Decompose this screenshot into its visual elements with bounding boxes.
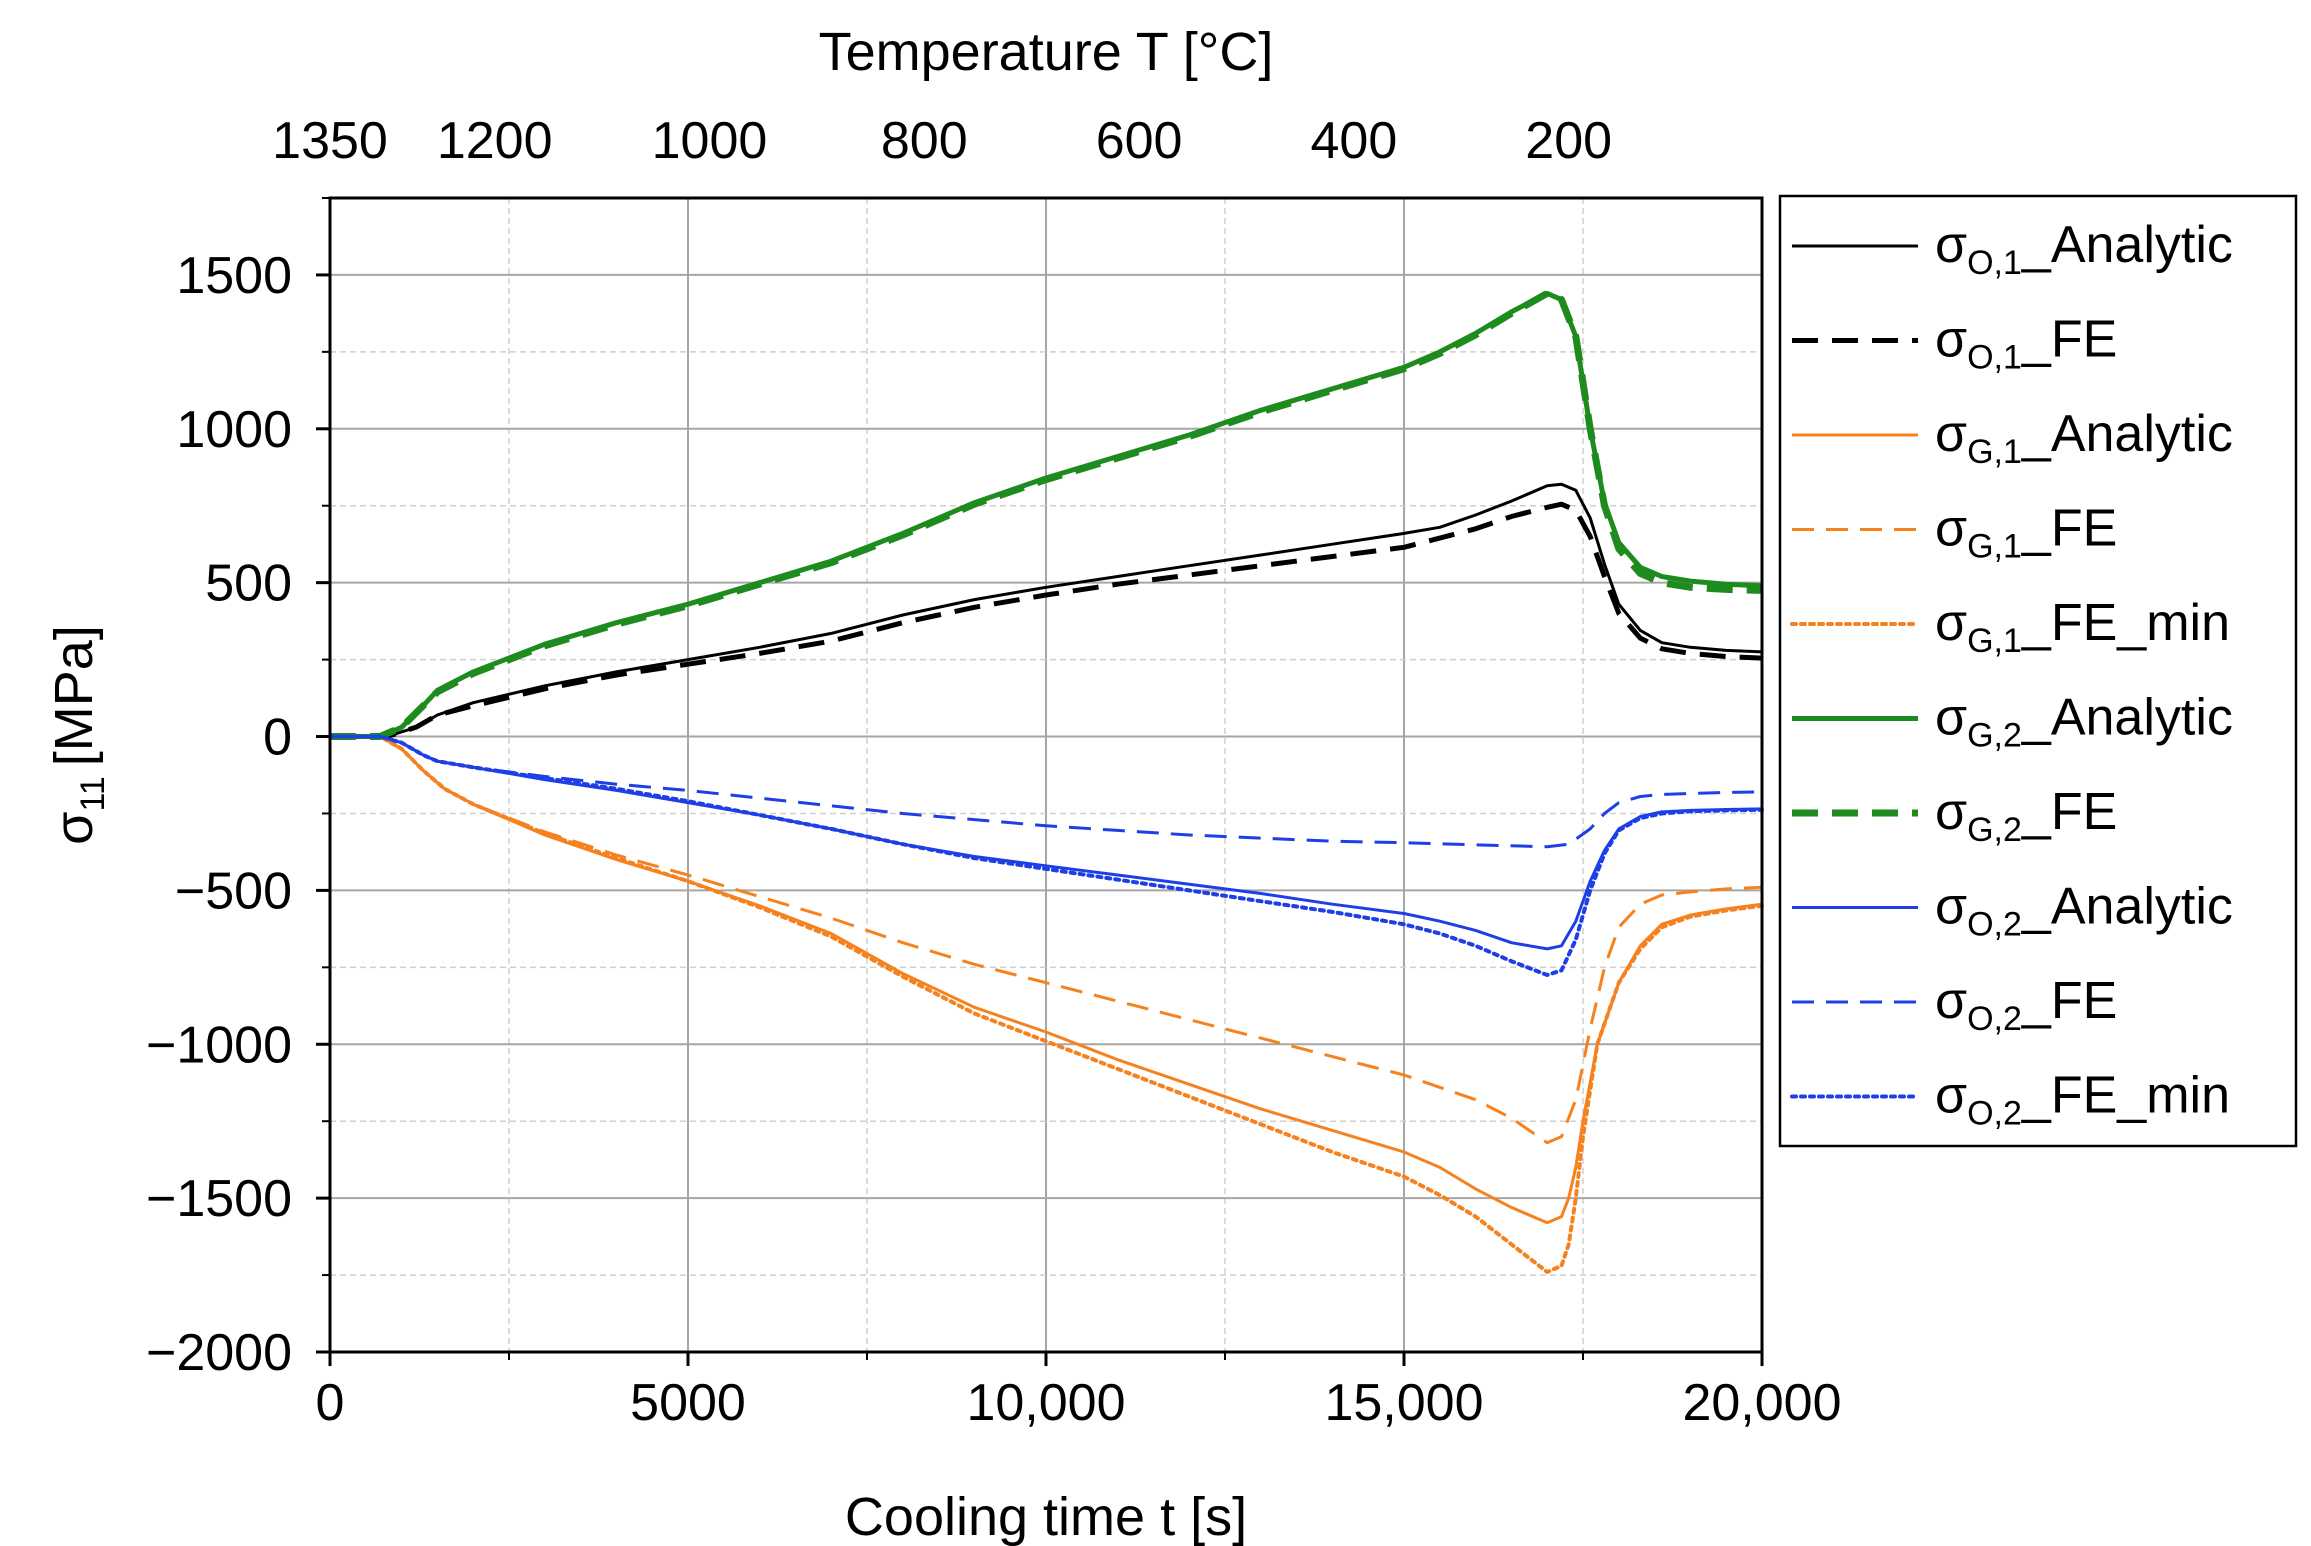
top-axis-title: Temperature T [°C]: [819, 22, 1274, 82]
y-axis-title: σ11 [MPa]: [44, 625, 112, 845]
legend-label-subscript: G,1: [1967, 528, 2022, 566]
series-line-G-1_fe_min: [328, 734, 1764, 1274]
legend-label: σG,1_FE: [1935, 500, 2117, 566]
legend-label-suffix: _FE: [2021, 783, 2117, 841]
y-tick-label: −2000: [146, 1324, 292, 1382]
legend-label: σO,2_Analytic: [1935, 878, 2233, 944]
axis-ticks: 0 5000 10,000 15,000 20,000150010005000−500−…: [146, 112, 1842, 1432]
y-tick-label: 1000: [176, 401, 292, 459]
legend-label-suffix: _Analytic: [2021, 405, 2233, 463]
series-line-O-1_fe: [330, 501, 1763, 739]
legend-label: σO,1_FE: [1935, 311, 2117, 377]
legend-label-symbol: σ: [1935, 500, 1967, 558]
legend-label-symbol: σ: [1935, 689, 1967, 747]
x-tick-label: 5000: [630, 1374, 746, 1432]
legend-label-suffix: _Analytic: [2021, 216, 2233, 274]
x-tick-label: 0: [316, 1374, 345, 1432]
legend-label-subscript: G,1: [1967, 622, 2022, 660]
series-line-O-1_analytic: [330, 482, 1763, 738]
legend-label-subscript: O,1: [1967, 339, 2022, 377]
legend-label-symbol: σ: [1935, 216, 1967, 274]
legend-label-subscript: G,1: [1967, 433, 2022, 471]
legend-label-symbol: σ: [1935, 972, 1967, 1030]
series-line-G-2_fe: [330, 289, 1763, 740]
legend-label-suffix: _FE: [2021, 311, 2117, 369]
legend-label: σO,2_FE_min: [1935, 1067, 2230, 1133]
legend-label-subscript: G,2: [1967, 811, 2022, 849]
top-tick-label: 1000: [652, 112, 768, 170]
legend-label-subscript: O,2: [1967, 1000, 2022, 1038]
series-lines: [328, 289, 1764, 1274]
legend-label-symbol: σ: [1935, 594, 1967, 652]
x-tick-label: 15,000: [1324, 1374, 1483, 1432]
legend-label-suffix: _FE: [2021, 972, 2117, 1030]
x-tick-label: 20,000: [1682, 1374, 1841, 1432]
legend-label-symbol: σ: [1935, 405, 1967, 463]
x-axis-title: Cooling time t [s]: [845, 1487, 1247, 1546]
legend-label-suffix: _FE_min: [2021, 1067, 2230, 1125]
legend-label: σG,2_FE: [1935, 783, 2117, 849]
y-tick-label: −1500: [146, 1170, 292, 1228]
top-tick-label: 600: [1096, 112, 1183, 170]
legend-label-symbol: σ: [1935, 878, 1967, 936]
legend-label-subscript: G,2: [1967, 717, 2022, 755]
legend-label-symbol: σ: [1935, 311, 1967, 369]
top-tick-label: 400: [1310, 112, 1397, 170]
legend-label: σG,1_FE_min: [1935, 594, 2230, 660]
legend-label-suffix: _Analytic: [2021, 878, 2233, 936]
y-axis-title-symbol: σ: [44, 812, 104, 845]
legend-label-suffix: _FE: [2021, 500, 2117, 558]
top-tick-label: 800: [881, 112, 968, 170]
y-tick-label: −500: [175, 862, 292, 920]
top-tick-label: 200: [1525, 112, 1612, 170]
legend-label-suffix: _Analytic: [2021, 689, 2233, 747]
series-line-O-2_fe_min: [328, 734, 1764, 977]
legend-label-subscript: O,2: [1967, 1095, 2022, 1133]
top-tick-label: 1350: [272, 112, 388, 170]
y-tick-label: 0: [263, 709, 292, 767]
legend-label-symbol: σ: [1935, 1067, 1967, 1125]
legend-label-symbol: σ: [1935, 783, 1967, 841]
legend-label: σO,2_FE: [1935, 972, 2117, 1038]
grid-lines: [329, 197, 1763, 1353]
legend-frame: [1778, 194, 2298, 1148]
legend-label: σG,2_Analytic: [1935, 689, 2233, 755]
legend: σO,1_AnalyticσO,1_FEσG,1_AnalyticσG,1_FE…: [1778, 194, 2298, 1148]
y-axis-title-subscript: 11: [74, 776, 112, 811]
legend-label: σG,1_Analytic: [1935, 405, 2233, 471]
y-tick-label: 1500: [176, 247, 292, 305]
series-line-G-2_analytic: [330, 290, 1763, 739]
legend-label-subscript: O,1: [1967, 244, 2022, 282]
y-axis-title-unit: [MPa]: [44, 625, 104, 766]
y-tick-label: −1000: [146, 1016, 292, 1074]
legend-label: σO,1_Analytic: [1935, 216, 2233, 282]
y-tick-label: 500: [205, 555, 292, 613]
top-tick-label: 1200: [437, 112, 553, 170]
x-tick-label: 10,000: [966, 1374, 1125, 1432]
legend-label-suffix: _FE_min: [2021, 594, 2230, 652]
legend-label-subscript: O,2: [1967, 906, 2022, 944]
